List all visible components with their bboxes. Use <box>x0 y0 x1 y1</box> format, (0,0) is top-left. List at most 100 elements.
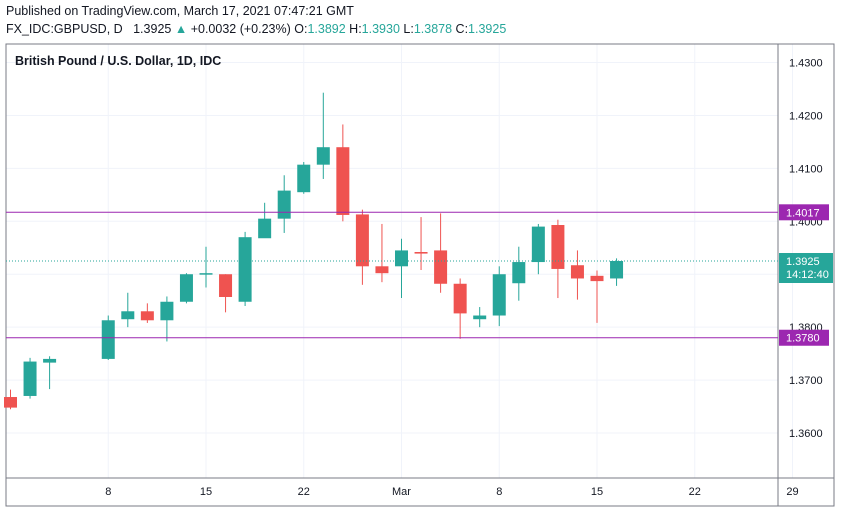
chart-title: British Pound / U.S. Dollar, 1D, IDC <box>15 54 221 68</box>
symbol-label[interactable]: FX_IDC:GBPUSD, D <box>6 22 123 36</box>
open-value: 1.3892 <box>307 22 346 36</box>
candle-body <box>473 315 487 320</box>
candle <box>590 270 604 323</box>
candle-body <box>238 237 252 302</box>
x-tick-label: 15 <box>200 486 212 498</box>
level-badge-label: 1.3780 <box>786 333 820 345</box>
candle-body <box>375 266 389 274</box>
candle-body <box>277 190 291 219</box>
candle-body <box>590 275 604 282</box>
candle-body <box>199 273 213 275</box>
candle-body <box>512 262 526 284</box>
candle <box>551 219 565 299</box>
candle-body <box>453 283 467 314</box>
level-badge <box>779 204 829 221</box>
open-label: O: <box>294 22 308 36</box>
candle-body <box>355 214 369 267</box>
candle-body <box>336 147 350 215</box>
close-label: C: <box>455 22 469 36</box>
candle-body <box>219 274 233 297</box>
candle <box>140 303 154 323</box>
candle-body <box>258 218 272 239</box>
horizontal-lines <box>6 211 778 339</box>
candle <box>610 258 624 286</box>
candle <box>570 250 584 300</box>
candle-body <box>160 301 174 321</box>
x-tick-label: 8 <box>496 486 502 498</box>
candle <box>414 217 428 270</box>
change-arrow-icon: ▲ <box>174 22 188 36</box>
candle <box>297 162 311 194</box>
x-tick-label: 29 <box>786 486 798 498</box>
candle <box>453 278 467 339</box>
candle-body <box>23 361 37 396</box>
level-badge-label: 1.4017 <box>786 207 820 219</box>
candle <box>219 274 233 313</box>
x-tick-label: 15 <box>591 486 603 498</box>
y-tick-label: 1.3700 <box>789 375 823 387</box>
y-tick-label: 1.4300 <box>789 58 823 70</box>
level-badge <box>779 329 829 346</box>
current-price-badge <box>779 253 833 283</box>
candle-body <box>101 320 115 359</box>
candle-body <box>434 250 448 284</box>
candle-body <box>395 250 408 267</box>
candle <box>258 202 272 239</box>
candle <box>316 92 330 179</box>
time-axis[interactable]: 8 15 22 Mar 8 15 22 29 <box>105 486 798 498</box>
candle-body <box>570 265 584 279</box>
y-tick-label: 1.3600 <box>789 428 823 440</box>
candle <box>434 213 448 293</box>
candle <box>199 246 213 288</box>
candle-body <box>531 226 545 263</box>
x-tick-label: 22 <box>689 486 701 498</box>
candle-body <box>551 225 565 269</box>
high-label: H: <box>349 22 362 36</box>
candle <box>43 356 57 390</box>
candle <box>473 307 487 328</box>
y-tick-label: 1.4200 <box>789 110 823 122</box>
low-label: L: <box>403 22 414 36</box>
candle <box>375 223 389 283</box>
ohlc-legend: FX_IDC:GBPUSD, D 1.3925 ▲ +0.0032 (+0.23… <box>6 22 506 36</box>
candle <box>395 238 408 299</box>
price-change: +0.0032 (+0.23%) <box>190 22 291 36</box>
candle-body <box>492 274 506 316</box>
candle <box>512 246 526 301</box>
candle-body <box>316 147 330 165</box>
price-axis[interactable]: 1.43001.42001.41001.40001.39001.38001.37… <box>789 58 823 440</box>
bar-countdown-label: 14:12:40 <box>786 269 829 281</box>
x-tick-label: Mar <box>392 486 411 498</box>
candle <box>160 296 174 342</box>
last-price: 1.3925 <box>133 22 172 36</box>
candle-body <box>121 311 135 320</box>
candle <box>336 124 350 222</box>
low-value: 1.3878 <box>413 22 453 36</box>
candle <box>531 223 545 275</box>
candle-body <box>414 252 428 254</box>
close-value: 1.3925 <box>468 22 507 36</box>
candle <box>4 389 17 410</box>
candle <box>238 231 252 306</box>
candle <box>277 175 291 233</box>
candle-body <box>610 261 624 279</box>
current-price-label: 1.3925 <box>786 256 820 268</box>
high-value: 1.3930 <box>361 22 400 36</box>
candle <box>121 292 135 328</box>
x-tick-label: 22 <box>298 486 310 498</box>
candle-body <box>140 311 154 321</box>
candle <box>179 273 193 304</box>
candle <box>355 209 369 285</box>
chart-frame <box>5 43 835 507</box>
y-tick-label: 1.4100 <box>789 163 823 175</box>
published-note: Published on TradingView.com, March 17, … <box>6 4 354 18</box>
candle-body <box>43 358 57 363</box>
candle-body <box>297 164 311 193</box>
candle <box>23 357 37 399</box>
candle <box>492 266 506 327</box>
candle-body <box>179 274 193 302</box>
candles <box>4 92 624 410</box>
x-tick-label: 8 <box>105 486 111 498</box>
